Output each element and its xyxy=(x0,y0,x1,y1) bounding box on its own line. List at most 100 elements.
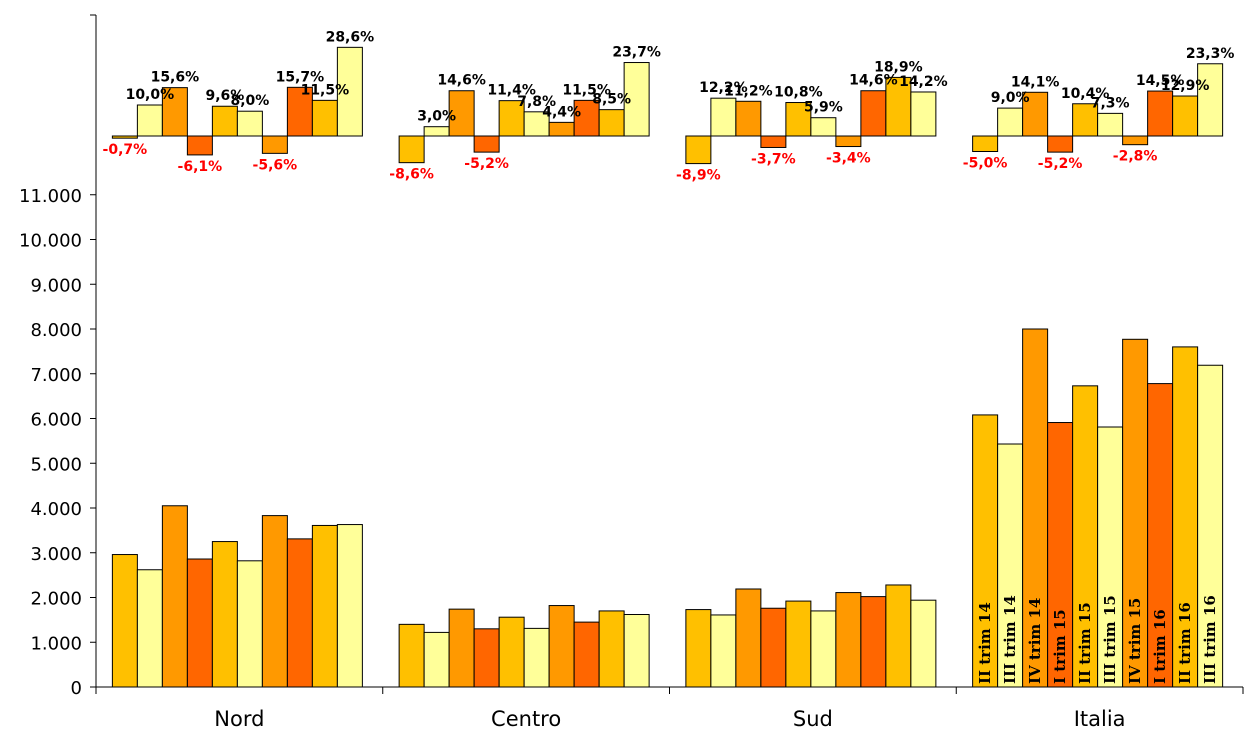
bar xyxy=(398,623,425,688)
bar xyxy=(473,628,500,688)
bar xyxy=(498,616,525,688)
y-tick-label: 5.000 xyxy=(30,454,82,475)
variation-bar xyxy=(598,109,625,137)
variation-bar xyxy=(261,135,288,154)
variation-label: 14,5% xyxy=(1136,73,1185,89)
bar xyxy=(1197,364,1224,688)
y-tick-label: 8.000 xyxy=(30,320,82,341)
variation-label: 10,8% xyxy=(774,85,823,101)
bar xyxy=(111,554,138,688)
variation-bar xyxy=(760,135,787,148)
bar-series-label: I trim 16 xyxy=(1151,609,1169,684)
variation-bar xyxy=(186,135,213,156)
variation-label: -5,0% xyxy=(963,156,1008,172)
y-tick-label: 2.000 xyxy=(30,589,82,610)
variation-label: 8,5% xyxy=(592,92,631,108)
y-tick-label: 0 xyxy=(71,678,82,699)
variation-label: 23,3% xyxy=(1186,46,1235,62)
variation-label: -8,6% xyxy=(389,167,434,183)
variation-bar xyxy=(810,117,837,137)
bar xyxy=(598,610,625,688)
variation-bar xyxy=(336,46,363,137)
variation-bar xyxy=(1072,103,1099,137)
bar xyxy=(860,596,887,688)
main-bars xyxy=(111,328,1224,688)
bar xyxy=(1172,346,1199,688)
variation-label: 23,7% xyxy=(612,45,661,61)
bar xyxy=(523,627,550,688)
variation-label: -6,1% xyxy=(178,159,223,175)
bar-series-label: II trim 14 xyxy=(976,602,994,684)
variation-label: 9,6% xyxy=(205,88,244,104)
variation-bar xyxy=(860,90,887,137)
variation-bar xyxy=(1097,112,1124,137)
bar xyxy=(448,608,475,688)
variation-bar xyxy=(286,86,313,137)
variation-bar xyxy=(710,97,737,137)
variation-bars xyxy=(111,46,1224,165)
bar xyxy=(136,569,163,688)
y-tick-label: 11.000 xyxy=(19,186,82,207)
variation-bar xyxy=(997,107,1024,137)
bar xyxy=(236,560,263,688)
y-tick-label: 7.000 xyxy=(30,365,82,386)
variation-label: 3,0% xyxy=(417,109,456,125)
bar xyxy=(910,599,937,688)
variation-bar xyxy=(1022,91,1049,137)
variation-label: 28,6% xyxy=(326,29,375,45)
variation-label: 14,1% xyxy=(1011,74,1060,90)
variation-label: -5,2% xyxy=(1038,156,1083,172)
variation-label: 8,0% xyxy=(230,93,269,109)
bar xyxy=(573,621,600,688)
labels: 0 1.000 2.000 3.000 4.000 5.000 6.000 7.000 8.00… xyxy=(19,29,1234,731)
variation-label: 10,0% xyxy=(126,87,175,103)
variation-bar xyxy=(548,121,575,137)
bar xyxy=(211,541,238,688)
variation-label: 12,2% xyxy=(699,80,748,96)
variation-bar xyxy=(623,62,650,137)
bar xyxy=(835,592,862,688)
variation-bar xyxy=(1122,135,1149,146)
variation-bar xyxy=(972,135,999,152)
bar xyxy=(1147,383,1174,688)
bar xyxy=(997,443,1024,688)
bar xyxy=(760,607,787,688)
variation-label: 5,9% xyxy=(804,100,843,116)
variation-bar xyxy=(835,135,862,148)
bar xyxy=(1097,426,1124,688)
bar xyxy=(186,558,213,688)
x-category-label: Sud xyxy=(793,707,833,731)
variation-label: 7,8% xyxy=(517,94,556,110)
variation-bar xyxy=(573,99,600,137)
variation-label: 15,6% xyxy=(151,70,200,86)
variation-label: 11,2% xyxy=(724,83,773,99)
variation-label: 11,5% xyxy=(301,82,350,98)
bar xyxy=(1047,422,1074,688)
bar-series-label: IV trim 14 xyxy=(1026,598,1044,684)
bar xyxy=(1022,328,1049,688)
variation-bar xyxy=(423,126,450,137)
bar xyxy=(885,584,912,688)
bar xyxy=(161,505,188,688)
variation-bar xyxy=(211,105,238,137)
variation-label: -3,4% xyxy=(826,151,871,167)
variation-label: 12,9% xyxy=(1161,78,1210,94)
y-tick-label: 4.000 xyxy=(30,499,82,520)
bar xyxy=(286,538,313,688)
bar xyxy=(810,610,837,688)
bar xyxy=(685,609,712,688)
bar xyxy=(623,614,650,688)
variation-bar xyxy=(473,135,500,153)
bar xyxy=(311,524,338,688)
bar xyxy=(423,631,450,688)
y-tick-label: 9.000 xyxy=(30,275,82,296)
variation-bar xyxy=(1147,90,1174,137)
bar xyxy=(735,588,762,688)
variation-label: 11,4% xyxy=(487,83,536,99)
bar xyxy=(785,600,812,688)
variation-bar xyxy=(685,135,712,165)
variation-bar xyxy=(1197,63,1224,137)
variation-label: 15,7% xyxy=(276,69,325,85)
bar-series-label: II trim 15 xyxy=(1076,602,1094,684)
